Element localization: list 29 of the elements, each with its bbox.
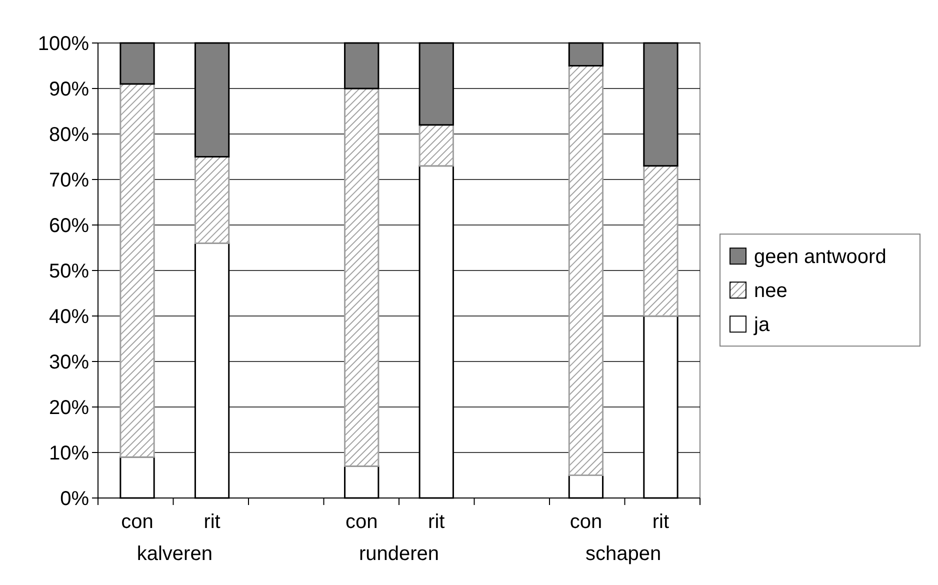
y-tick-label: 20% xyxy=(48,397,90,419)
text: schapen xyxy=(586,543,662,565)
y-tick-label: 0% xyxy=(60,488,90,510)
y-tick-label: 60% xyxy=(48,215,90,237)
text: runderen xyxy=(358,543,440,565)
x-tick-label: rit xyxy=(652,511,670,533)
x-tick-label: rit xyxy=(204,511,221,533)
bar xyxy=(344,88,380,467)
text: kalveren xyxy=(136,543,212,565)
legend-label: nee xyxy=(754,280,788,302)
y-tick-label: 30% xyxy=(48,352,90,374)
x-tick-label: con xyxy=(121,511,154,533)
bar xyxy=(194,156,230,244)
x-tick-label: con xyxy=(570,511,602,533)
bar xyxy=(120,83,155,458)
legend-label: ja xyxy=(753,314,770,336)
x-tick-label: con xyxy=(345,511,378,533)
y-tick-label: 90% xyxy=(48,78,90,100)
legend-label: geen antwoord xyxy=(754,246,886,268)
y-tick-label: 70% xyxy=(48,170,90,192)
bar xyxy=(418,124,454,167)
y-tick-label: 10% xyxy=(48,442,90,464)
bar xyxy=(568,65,604,476)
x-tick-label: rit xyxy=(428,511,446,533)
y-tick-label: 80% xyxy=(48,124,90,146)
bar xyxy=(643,165,678,317)
y-tick-label: 40% xyxy=(48,306,90,328)
y-tick-label: 50% xyxy=(48,260,90,282)
y-tick-label: 100% xyxy=(38,33,90,55)
